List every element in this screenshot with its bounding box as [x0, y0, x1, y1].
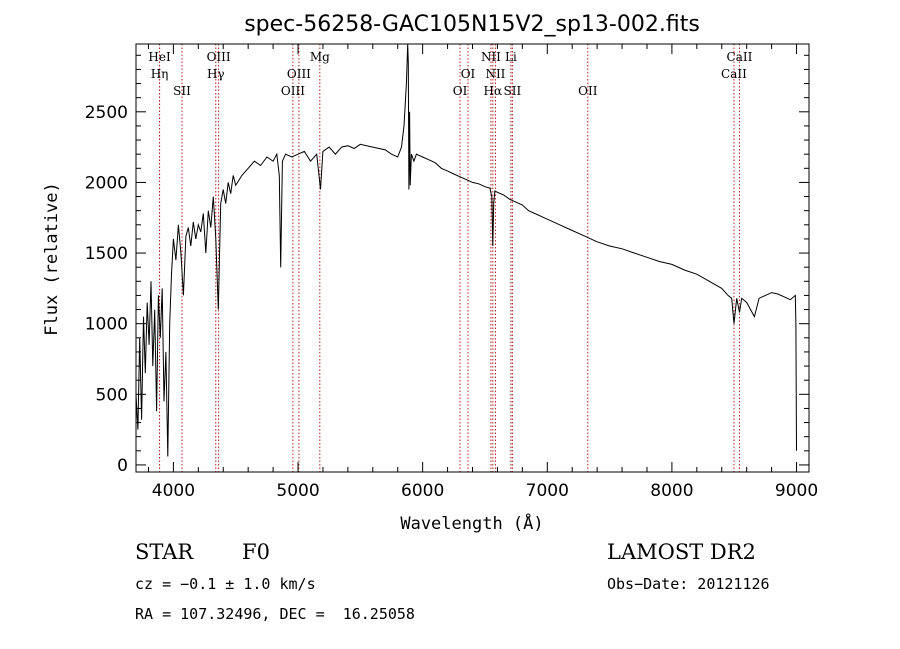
plot-frame	[135, 43, 810, 473]
line-label-13: Hα	[484, 84, 503, 98]
line-label-6: OIII	[281, 84, 305, 98]
line-label-0: HeI	[148, 50, 171, 64]
spectrum-chart: spec-56258-GAC105N15V2_sp13-002.fits HeI…	[42, 12, 818, 534]
y-axis-label: Flux (relative)	[42, 182, 62, 336]
spectrum-line	[135, 43, 797, 457]
x-tick-label-3: 7000	[526, 481, 569, 501]
spectral-line-markers	[159, 44, 740, 472]
x-tick-label-0: 4000	[152, 481, 195, 501]
x-tick-label-5: 9000	[775, 481, 818, 501]
line-label-5: OIII	[287, 67, 311, 81]
line-label-4: Hγ	[207, 67, 225, 81]
y-tick-label-3: 1500	[85, 244, 128, 264]
line-label-15: OII	[578, 84, 598, 98]
line-label-17: CaII	[721, 67, 747, 81]
redshift-velocity: cz = −0.1 ± 1.0 km/s	[135, 575, 316, 593]
sky-coordinates: RA = 107.32496, DEC = 16.25058	[135, 605, 415, 623]
line-label-10: NII	[481, 50, 501, 64]
x-tick-label-1: 5000	[276, 481, 319, 501]
object-class: STAR	[135, 540, 194, 564]
x-axis-ticks: 4000 5000 6000 7000 8000 9000	[147, 44, 818, 501]
line-label-2: SII	[173, 84, 191, 98]
survey-name: LAMOST DR2	[607, 540, 756, 564]
observation-date: Obs−Date: 20121126	[607, 575, 770, 593]
line-label-3: OIII	[207, 50, 231, 64]
y-tick-label-1: 500	[96, 385, 128, 405]
y-axis-ticks: 0 500 1000 1500 2000 2500	[85, 54, 809, 476]
line-label-9: OI	[453, 84, 468, 98]
line-label-8: OI	[461, 67, 476, 81]
object-subclass: F0	[242, 540, 270, 564]
y-tick-label-5: 2500	[85, 103, 128, 123]
line-label-16: CaII	[727, 50, 753, 64]
x-tick-label-4: 8000	[650, 481, 693, 501]
x-tick-label-2: 6000	[401, 481, 444, 501]
line-label-11: Li	[505, 50, 517, 64]
line-label-1: Hη	[151, 67, 169, 81]
y-tick-label-2: 1000	[85, 315, 128, 335]
line-label-12: NII	[485, 67, 505, 81]
line-label-14: SII	[504, 84, 522, 98]
x-axis-label: Wavelength (Å)	[400, 512, 543, 534]
y-tick-label-4: 2000	[85, 173, 128, 193]
chart-title: spec-56258-GAC105N15V2_sp13-002.fits	[244, 12, 700, 37]
line-label-7: Mg	[310, 50, 330, 64]
y-tick-label-0: 0	[117, 456, 128, 476]
